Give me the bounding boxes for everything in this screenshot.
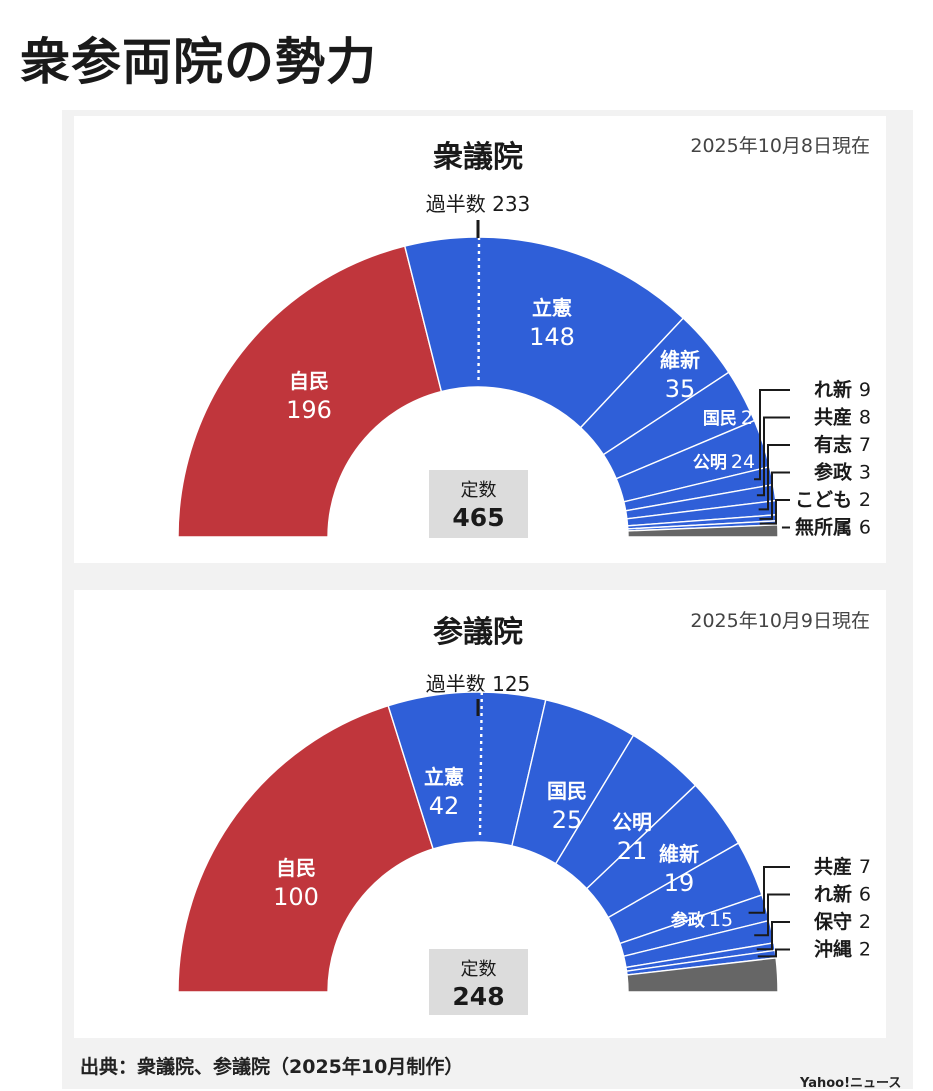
sangiin-label-value-dpfp: 25 xyxy=(552,806,583,834)
sangiin-callout-value-okinawa: 2 xyxy=(859,939,871,961)
sangiin-label-value-komeito: 21 xyxy=(617,837,648,865)
sangiin-label-name-independent: 無所属 xyxy=(685,995,742,1017)
shugiin-total-label: 定数 xyxy=(461,480,497,501)
source-note: 出典：衆議院、参議院（2025年10月制作） xyxy=(80,1052,463,1079)
shugiin-majority-label: 過半数 233 xyxy=(426,192,531,216)
sangiin-title: 参議院 xyxy=(433,615,523,650)
shugiin-label-name-ishin: 維新 xyxy=(660,348,700,372)
shugiin-callout-name-yushi: 有志 xyxy=(814,433,852,456)
shugiin-label-name-ldp: 自民 xyxy=(289,369,329,393)
sangiin-label-name-cdp: 立憲 xyxy=(424,765,464,789)
shugiin-label-name-cdp: 立憲 xyxy=(532,296,572,320)
sangiin-callout-value-jcp: 7 xyxy=(859,856,871,878)
sangiin-label-value-ldp: 100 xyxy=(273,883,319,911)
sangiin-label-value-sanseito: 15 xyxy=(709,909,733,931)
sangiin-label-value-independent: 9 xyxy=(746,995,758,1017)
sangiin-callout-name-jcp: 共産 xyxy=(814,855,852,878)
shugiin-label-value-dpfp: 27 xyxy=(741,407,765,429)
sangiin-label-name-dpfp: 国民 xyxy=(547,779,587,803)
sangiin-label-name-sanseito: 参政 xyxy=(671,910,706,931)
shugiin-label-value-ldp: 196 xyxy=(286,396,332,424)
shugiin-title: 衆議院 xyxy=(433,140,523,175)
shugiin-callout-name-reiwa: れ新 xyxy=(814,378,852,401)
sangiin-label-value-cdp: 42 xyxy=(429,792,460,820)
sangiin-label-name-komeito: 公明 xyxy=(612,810,652,834)
shugiin-callout-value-yushi: 7 xyxy=(859,434,871,456)
sangiin-label-name-ishin: 維新 xyxy=(659,842,699,866)
shugiin-label-name-dpfp: 国民 xyxy=(703,409,737,429)
shugiin-callout-value-jcp: 8 xyxy=(859,407,871,429)
sangiin-label-value-ishin: 19 xyxy=(664,869,695,897)
shugiin-callout-name-sanseito: 参政 xyxy=(814,461,853,484)
shugiin-callout-name-independent: 無所属 xyxy=(795,516,852,539)
shugiin-callout-value-reiwa: 9 xyxy=(859,379,871,401)
shugiin-as-of: 2025年10月8日現在 xyxy=(690,135,870,157)
sangiin-total-label: 定数 xyxy=(461,959,497,980)
shugiin-callout-value-kodomo: 2 xyxy=(859,489,871,511)
sangiin-label-name-ldp: 自民 xyxy=(276,856,316,880)
sangiin-callout-value-hoshu: 2 xyxy=(859,911,871,933)
page-title: 衆参両院の勢力 xyxy=(20,22,377,94)
sangiin-callout-name-okinawa: 沖縄 xyxy=(814,938,852,961)
shugiin-callout-name-jcp: 共産 xyxy=(814,406,852,429)
sangiin-callout-name-hoshu: 保守 xyxy=(813,910,852,933)
shugiin-label-value-ishin: 35 xyxy=(665,375,696,403)
sangiin-segment-ldp xyxy=(178,706,433,992)
shugiin-leader-reiwa xyxy=(754,390,790,479)
shugiin-callout-name-kodomo: こども xyxy=(795,489,852,511)
shugiin-label-value-cdp: 148 xyxy=(529,323,575,351)
sangiin-as-of: 2025年10月9日現在 xyxy=(690,610,870,632)
shugiin-label-value-komeito: 24 xyxy=(731,451,755,473)
shugiin-total-value: 465 xyxy=(452,503,504,532)
brand-logo: Yahoo!ニュース xyxy=(800,1072,901,1091)
shugiin-callout-value-independent: 6 xyxy=(859,517,871,539)
sangiin-total-value: 248 xyxy=(452,982,504,1011)
sangiin-callout-name-reiwa: れ新 xyxy=(814,883,852,906)
shugiin-callout-value-sanseito: 3 xyxy=(859,462,871,484)
shugiin-label-name-komeito: 公明 xyxy=(693,453,727,473)
sangiin-callout-value-reiwa: 6 xyxy=(859,884,871,906)
